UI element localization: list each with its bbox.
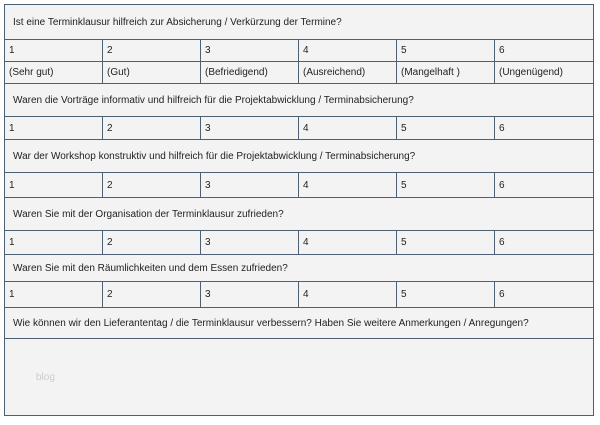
grade-cell[interactable]: 6 [499, 179, 505, 191]
grade-cell[interactable]: 6 [499, 237, 505, 248]
grade-label-cell: (Ausreichend) [299, 62, 397, 83]
grade-cell[interactable]: 4 [299, 117, 397, 139]
grade-cell[interactable]: 3 [201, 117, 299, 139]
question-text: Waren Sie mit der Organisation der Termi… [5, 198, 593, 231]
grade-cell[interactable]: 3 [201, 231, 299, 254]
grade-cell[interactable]: 2 [103, 117, 201, 139]
grade-cell[interactable]: 4 [299, 173, 397, 197]
grade-label-row: (Sehr gut) (Gut) (Befriedigend) (Ausreichen… [5, 62, 593, 84]
grade-cell[interactable]: 5 [397, 282, 495, 307]
grade-cell[interactable]: 5 [397, 40, 495, 61]
grade-cell[interactable]: 4 [299, 40, 397, 61]
grade-cell[interactable]: 2 [103, 40, 201, 61]
grade-cell[interactable]: 1 [5, 231, 103, 254]
watermark: blog [36, 372, 55, 383]
grade-cell[interactable]: 2 [103, 173, 201, 197]
grade-cell[interactable]: 6 [499, 122, 505, 134]
grade-cell[interactable]: 2 [103, 282, 201, 307]
grade-label-cell: (Mangelhaft ) [397, 62, 495, 83]
grade-label-cell: (Ungenügend) [499, 67, 563, 78]
grade-cell[interactable]: 1 [5, 173, 103, 197]
grade-cell[interactable]: 2 [103, 231, 201, 254]
question-text: Ist eine Terminklausur hilfreich zur Abs… [5, 5, 593, 40]
grade-cell[interactable]: 1 [5, 282, 103, 307]
grade-cell[interactable]: 4 [299, 282, 397, 307]
grade-cell[interactable]: 6 [499, 45, 505, 56]
grade-cell[interactable]: 3 [201, 282, 299, 307]
comments-area[interactable] [5, 339, 593, 415]
grade-cell[interactable]: 1 [5, 40, 103, 61]
grade-label-cell: (Gut) [103, 62, 201, 83]
question-text: Wie können wir den Lieferantentag / die … [5, 308, 593, 339]
question-text: War der Workshop konstruktiv und hilfrei… [5, 140, 593, 173]
grade-cell[interactable]: 5 [397, 173, 495, 197]
grade-cell[interactable]: 1 [5, 117, 103, 139]
grade-cell[interactable]: 3 [201, 173, 299, 197]
feedback-form: Ist eine Terminklausur hilfreich zur Abs… [4, 4, 594, 416]
grade-cell[interactable]: 6 [499, 289, 505, 300]
grade-cell[interactable]: 5 [397, 117, 495, 139]
grade-cell[interactable]: 4 [299, 231, 397, 254]
grade-label-cell: (Sehr gut) [5, 62, 103, 83]
grade-cell[interactable]: 5 [397, 231, 495, 254]
grade-cell[interactable]: 3 [201, 40, 299, 61]
grade-label-cell: (Befriedigend) [201, 62, 299, 83]
question-text: Waren die Vorträge informativ und hilfre… [5, 84, 593, 117]
question-text: Waren Sie mit den Räumlichkeiten und dem… [5, 255, 593, 282]
